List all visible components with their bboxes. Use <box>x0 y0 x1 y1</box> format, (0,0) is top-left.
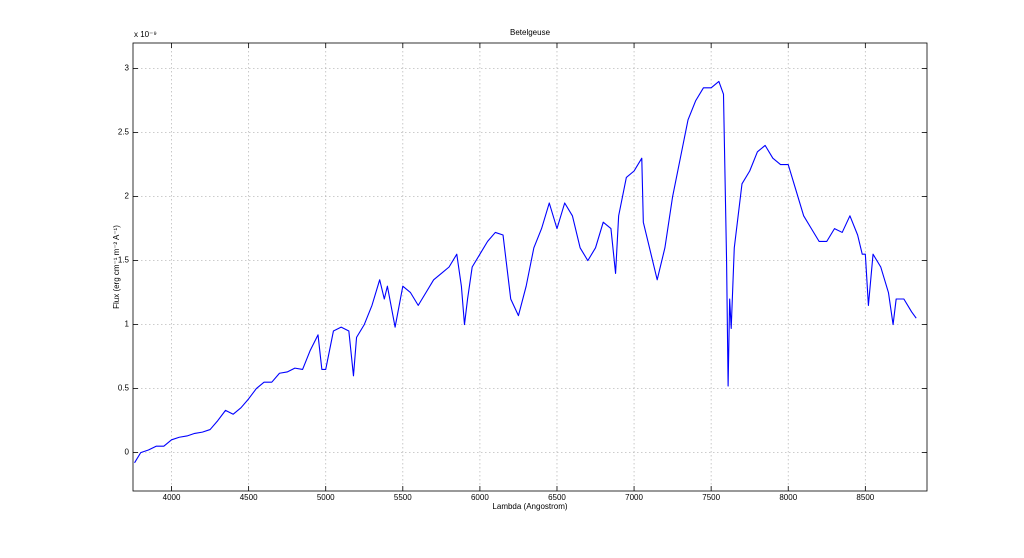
y-axis-label: Flux (erg cm⁻¹ m⁻² A⁻¹) <box>112 225 121 309</box>
chart-title: Betelgeuse <box>510 28 551 37</box>
x-tick-label: 7000 <box>625 493 643 502</box>
x-tick-label: 4000 <box>163 493 181 502</box>
x-tick-label: 5500 <box>394 493 412 502</box>
x-tick-label: 7500 <box>702 493 720 502</box>
x-tick-label: 4500 <box>240 493 258 502</box>
x-tick-label: 8000 <box>779 493 797 502</box>
y-tick-label: 1 <box>125 320 130 329</box>
y-exponent: x 10⁻⁹ <box>134 30 157 39</box>
x-tick-label: 6000 <box>471 493 489 502</box>
y-tick-label: 3 <box>125 64 130 73</box>
y-tick-label: 1.5 <box>118 256 130 265</box>
y-tick-label: 0 <box>125 448 130 457</box>
y-tick-label: 2 <box>125 192 130 201</box>
x-tick-label: 5000 <box>317 493 335 502</box>
x-tick-label: 6500 <box>548 493 566 502</box>
x-tick-label: 8500 <box>856 493 874 502</box>
y-tick-label: 0.5 <box>118 384 130 393</box>
data-line <box>134 80 917 464</box>
plot-frame <box>132 42 928 492</box>
x-axis-label: Lambda (Angostrom) <box>492 502 567 511</box>
y-tick-label: 2.5 <box>118 128 130 137</box>
